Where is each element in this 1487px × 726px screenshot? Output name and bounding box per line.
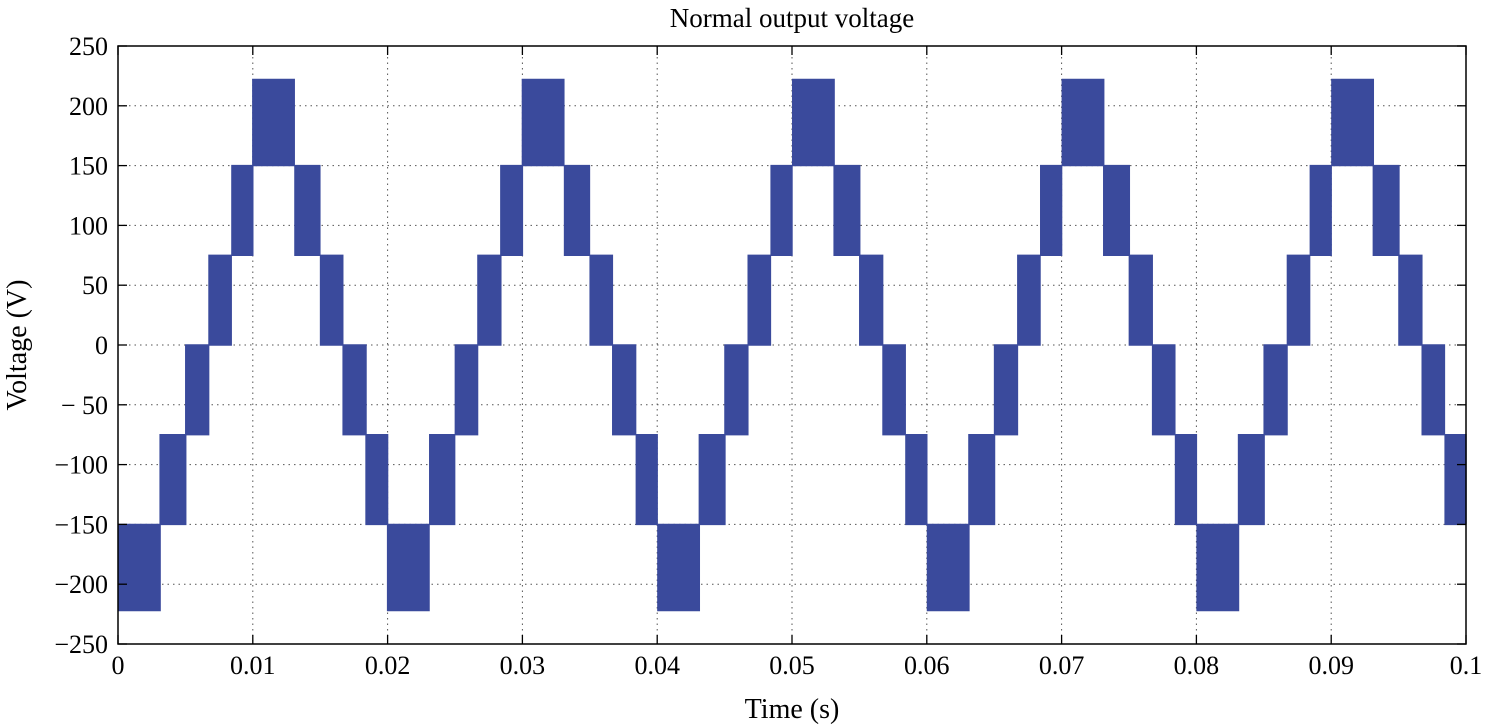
y-tick-label: −100 bbox=[54, 451, 108, 480]
y-tick-label: − 50 bbox=[61, 391, 108, 420]
x-tick-label: 0 bbox=[112, 651, 125, 680]
x-tick-label: 0.02 bbox=[365, 651, 411, 680]
x-tick-label: 0.1 bbox=[1450, 651, 1483, 680]
y-tick-label: −150 bbox=[54, 510, 108, 539]
y-tick-label: 250 bbox=[69, 32, 108, 61]
y-tick-label: 50 bbox=[82, 271, 108, 300]
x-tick-label: 0.01 bbox=[230, 651, 276, 680]
y-tick-label: 100 bbox=[69, 211, 108, 240]
y-tick-label: −250 bbox=[54, 630, 108, 659]
x-axis-label: Time (s) bbox=[745, 694, 840, 725]
y-tick-label: −200 bbox=[54, 570, 108, 599]
x-tick-label: 0.07 bbox=[1039, 651, 1085, 680]
y-tick-label: 150 bbox=[69, 152, 108, 181]
x-tick-label: 0.08 bbox=[1174, 651, 1220, 680]
series-voltage-line bbox=[117, 78, 1467, 612]
y-axis-label: Voltage (V) bbox=[2, 280, 33, 411]
x-tick-label: 0.05 bbox=[769, 651, 815, 680]
y-axis-ticks: 250 200 150 100 50 0 − 50 −100 −150 −200 −250 bbox=[54, 32, 1466, 659]
series-voltage bbox=[117, 78, 1467, 612]
y-tick-label: 0 bbox=[95, 331, 108, 360]
x-tick-label: 0.06 bbox=[904, 651, 950, 680]
chart-title: Normal output voltage bbox=[670, 3, 914, 33]
x-tick-label: 0.03 bbox=[500, 651, 546, 680]
x-tick-label: 0.04 bbox=[634, 651, 680, 680]
y-tick-label: 200 bbox=[69, 92, 108, 121]
x-tick-label: 0.09 bbox=[1308, 651, 1354, 680]
x-axis-ticks: 0 0.01 0.02 0.03 0.04 0.05 0.06 0.07 0.08 0.09 0.1 bbox=[112, 46, 1483, 680]
